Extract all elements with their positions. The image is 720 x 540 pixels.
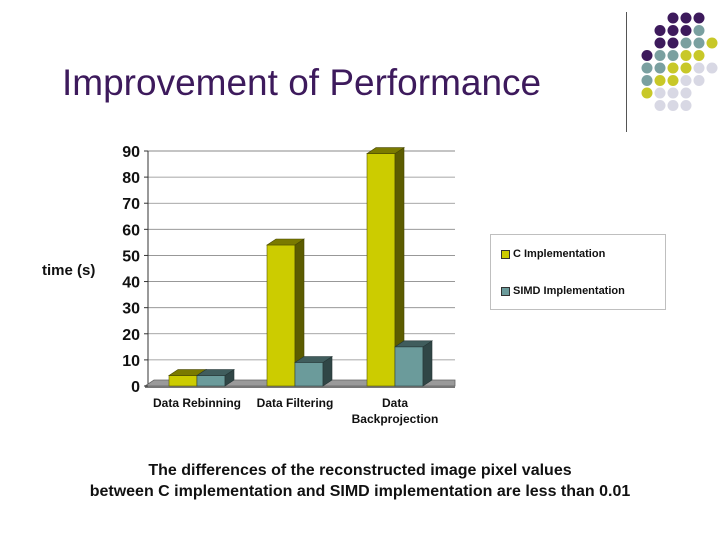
title-divider-line xyxy=(626,12,627,132)
bar-front xyxy=(294,362,324,387)
decorative-dot xyxy=(654,75,666,86)
y-tick-label: 0 xyxy=(131,379,140,396)
bar-top xyxy=(366,147,405,154)
bar-front xyxy=(196,375,226,387)
decorative-dot xyxy=(680,87,692,99)
decorative-dot xyxy=(693,12,705,24)
x-tick-label: Backprojection xyxy=(352,412,439,426)
bar-front xyxy=(366,153,396,387)
decorative-dot xyxy=(706,37,718,49)
legend-label-simd: SIMD Implementation xyxy=(513,285,625,297)
caption-line-2: between C implementation and SIMD implem… xyxy=(89,483,631,500)
y-axis-label: time (s) xyxy=(42,262,96,279)
decorative-dot xyxy=(680,25,692,36)
bar-side xyxy=(422,340,433,387)
chart-floor-edge xyxy=(145,386,455,388)
x-tick-label: Data Filtering xyxy=(257,396,334,410)
legend-label-c: C Implementation xyxy=(513,248,606,260)
bar-top xyxy=(394,340,433,348)
decorative-dot xyxy=(654,50,666,61)
bar-chart: 0 10 20 30 40 50 60 70 80 90 Data Rebinning Data Fi… xyxy=(122,144,456,426)
y-tick-label: 50 xyxy=(122,248,140,265)
decorative-dot xyxy=(680,62,692,74)
decorative-dot xyxy=(667,87,679,99)
decorative-dot xyxy=(706,62,718,74)
decorative-dot xyxy=(667,100,679,111)
bar-front xyxy=(394,346,424,387)
y-tick-label: 70 xyxy=(122,196,140,213)
decorative-dot xyxy=(654,100,666,111)
decorative-dot xyxy=(667,62,679,74)
decorative-dot xyxy=(680,12,692,24)
decorative-dot xyxy=(693,62,705,74)
caption-line-1: The differences of the reconstructed ima… xyxy=(148,462,572,479)
y-tick-label: 20 xyxy=(122,327,140,344)
decorative-dot xyxy=(667,37,679,49)
decorative-dot xyxy=(654,62,666,74)
decorative-dot xyxy=(693,25,705,36)
decorative-dot xyxy=(667,25,679,36)
decorative-dot xyxy=(667,75,679,86)
decorative-dot xyxy=(641,50,653,61)
legend-item-c: C Implementation xyxy=(501,248,605,260)
decorative-dot xyxy=(654,37,666,49)
slide-caption: The differences of the reconstructed ima… xyxy=(0,460,720,502)
legend-swatch-simd xyxy=(501,286,510,296)
decorative-dot-grid xyxy=(641,12,718,111)
decorative-dot xyxy=(641,75,653,86)
decorative-dot xyxy=(654,87,666,99)
bar-top xyxy=(196,369,235,376)
decorative-dot xyxy=(680,75,692,86)
decorative-dot xyxy=(680,37,692,49)
decorative-dot xyxy=(641,87,653,99)
decorative-dot xyxy=(654,25,666,36)
y-tick-label: 30 xyxy=(122,301,140,318)
legend-swatch-c xyxy=(501,249,510,259)
y-tick-label: 40 xyxy=(122,275,140,292)
x-tick-label: Data Rebinning xyxy=(153,396,241,410)
decorative-dot xyxy=(680,100,692,111)
x-tick-label: Data xyxy=(382,396,408,410)
decorative-dot xyxy=(667,12,679,24)
chart-legend: C Implementation SIMD Implementation xyxy=(490,234,666,310)
legend-item-simd: SIMD Implementation xyxy=(501,285,625,297)
y-tick-label: 60 xyxy=(122,222,140,239)
decorative-dot xyxy=(667,50,679,61)
bar-top xyxy=(266,238,305,246)
bar-front xyxy=(266,244,296,387)
decorative-dot xyxy=(693,75,705,86)
decorative-dot xyxy=(693,37,705,49)
decorative-dot xyxy=(680,50,692,61)
y-tick-label: 90 xyxy=(122,144,140,161)
bar-front xyxy=(168,375,198,387)
y-tick-label: 80 xyxy=(122,170,140,187)
decorative-dot xyxy=(641,62,653,74)
bar-top xyxy=(294,356,333,363)
slide-title: Improvement of Performance xyxy=(62,62,542,103)
decorative-dot xyxy=(693,50,705,61)
y-tick-label: 10 xyxy=(122,353,140,370)
